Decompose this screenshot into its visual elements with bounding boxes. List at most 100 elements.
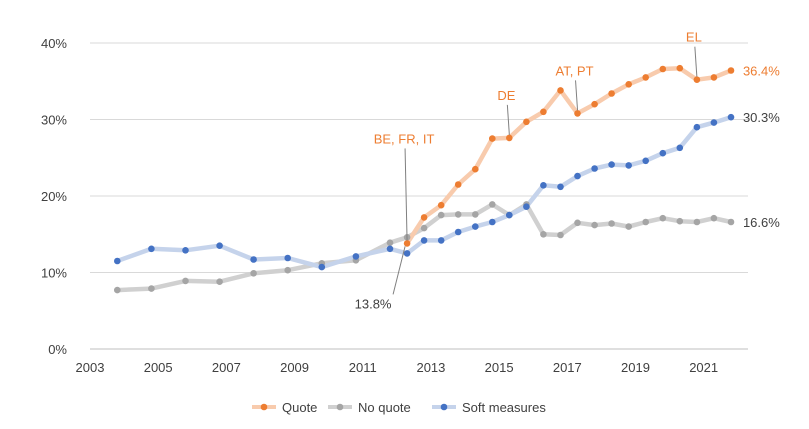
data-point [523, 118, 530, 126]
legend-label: No quote [358, 400, 411, 415]
data-point [727, 113, 735, 121]
data-point [557, 231, 564, 239]
y-axis: 0% 10% 20% 30% 40% [41, 36, 67, 357]
data-point [608, 161, 615, 168]
data-point [454, 228, 462, 236]
data-point [506, 134, 513, 142]
data-point [386, 245, 394, 253]
data-point [642, 218, 649, 226]
end-label: 16.6% [743, 215, 780, 230]
x-tick-label: 2003 [76, 360, 105, 375]
y-tick-label: 30% [41, 113, 67, 128]
series-line-quote [404, 65, 734, 246]
data-point [506, 211, 513, 219]
end-labels: 36.4% 16.6% 30.3% [743, 64, 780, 230]
annotation-leader [404, 148, 408, 241]
data-point [472, 211, 479, 218]
data-point [693, 123, 701, 131]
data-point [574, 110, 581, 117]
data-point [642, 74, 649, 81]
data-point [472, 165, 479, 173]
data-point [591, 165, 598, 172]
data-point [182, 247, 189, 254]
annotation-leader [506, 104, 510, 135]
annotation-leader [694, 46, 698, 77]
x-tick-label: 2007 [212, 360, 241, 375]
x-tick-label: 2013 [416, 360, 445, 375]
data-point [437, 201, 445, 209]
data-point [489, 218, 496, 226]
data-point [403, 240, 411, 247]
annotation-label: AT, PT [556, 63, 594, 78]
y-tick-label: 0% [48, 342, 67, 357]
gridlines [90, 42, 748, 350]
data-point [710, 74, 718, 81]
x-tick-label: 2011 [349, 360, 377, 375]
data-point [523, 203, 530, 210]
data-point [642, 157, 649, 165]
data-point [608, 220, 615, 227]
data-point [557, 183, 564, 191]
annotation-leader [575, 80, 579, 111]
data-point [403, 250, 411, 257]
series-lines [115, 65, 734, 293]
data-point [284, 266, 292, 274]
end-label: 36.4% [743, 64, 780, 79]
data-point [693, 218, 701, 226]
annotation-leader [392, 246, 406, 295]
data-point [472, 223, 479, 230]
annotation-label: DE [497, 88, 515, 103]
data-point [284, 254, 292, 262]
data-point [727, 218, 735, 226]
annotations: BE, FR, IT 13.8% DE AT, PT EL [355, 30, 702, 312]
annotation-label: BE, FR, IT [374, 131, 435, 146]
annotation-label: EL [686, 30, 702, 45]
data-point [574, 172, 581, 180]
x-tick-label: 2009 [280, 360, 309, 375]
data-point [540, 182, 547, 189]
data-point [591, 100, 598, 108]
data-point [540, 231, 547, 238]
data-point [454, 211, 462, 218]
y-tick-label: 40% [41, 36, 67, 51]
data-point [540, 108, 547, 116]
x-axis: 2003 2005 2007 2009 2011 2013 2015 2017 2019 2021 [76, 360, 719, 375]
legend-label: Quote [282, 400, 317, 415]
data-point [114, 257, 121, 265]
series-points [114, 64, 735, 294]
x-tick-label: 2021 [689, 360, 718, 375]
data-point [454, 181, 462, 188]
x-tick-label: 2005 [144, 360, 173, 375]
data-point [216, 278, 223, 286]
legend: Quote No quote Soft measures [252, 400, 546, 415]
data-point [182, 277, 189, 285]
data-point [148, 245, 155, 253]
data-point [659, 214, 667, 222]
data-point [659, 149, 667, 157]
data-point [625, 223, 632, 230]
data-point [352, 253, 360, 260]
data-point [574, 219, 581, 227]
data-point [676, 64, 684, 72]
legend-label: Soft measures [462, 400, 546, 415]
data-point [114, 286, 121, 294]
x-tick-label: 2017 [553, 360, 582, 375]
data-point [216, 242, 223, 249]
data-point [318, 263, 326, 271]
data-point [420, 237, 428, 244]
data-point [693, 76, 701, 83]
data-point [437, 237, 445, 244]
data-point [437, 211, 445, 219]
data-point [489, 135, 496, 142]
data-point [625, 81, 632, 88]
x-tick-label: 2019 [621, 360, 650, 375]
data-point [676, 217, 684, 225]
legend-swatch-marker [440, 403, 448, 411]
data-point [727, 67, 735, 74]
data-point [386, 239, 394, 246]
legend-swatch-marker [336, 403, 344, 411]
data-point [489, 201, 496, 208]
data-point [710, 214, 718, 222]
data-point [420, 224, 428, 232]
